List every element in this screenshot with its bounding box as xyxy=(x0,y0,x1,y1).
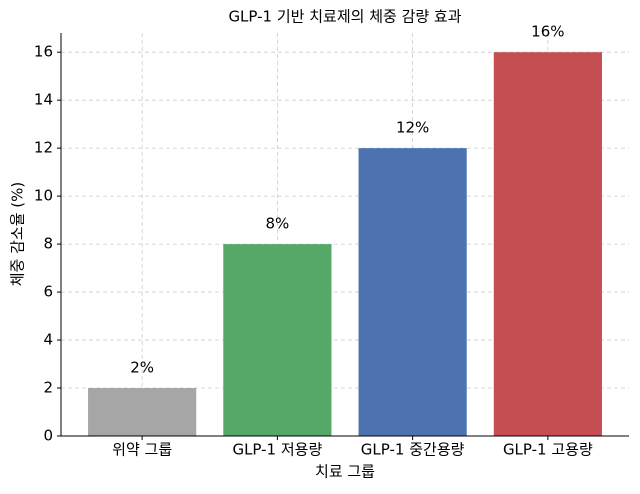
y-axis-label: 체중 감소율 (%) xyxy=(9,182,27,287)
bar xyxy=(88,388,197,436)
x-tick-label: GLP-1 고용량 xyxy=(503,441,593,459)
y-tick-label: 12 xyxy=(34,139,53,157)
x-tick-label: GLP-1 중간용량 xyxy=(361,441,465,459)
y-tick-label: 2 xyxy=(43,379,53,397)
chart-title: GLP-1 기반 치료제의 체중 감량 효과 xyxy=(228,8,461,26)
x-tick-label: GLP-1 저용량 xyxy=(232,441,322,459)
value-label: 8% xyxy=(265,215,289,233)
bar xyxy=(223,244,332,436)
bar xyxy=(493,52,602,436)
y-tick-label: 6 xyxy=(43,283,53,301)
y-tick-label: 4 xyxy=(43,331,53,349)
y-tick-label: 16 xyxy=(34,43,53,61)
y-tick-label: 10 xyxy=(34,187,53,205)
y-tick-label: 8 xyxy=(43,235,53,253)
y-tick-label: 14 xyxy=(34,91,53,109)
y-tick-label: 0 xyxy=(43,427,53,445)
x-tick-label: 위약 그룹 xyxy=(112,441,172,459)
x-axis-label: 치료 그룹 xyxy=(315,463,375,481)
value-label: 12% xyxy=(396,119,429,137)
value-label: 2% xyxy=(130,359,154,377)
value-label: 16% xyxy=(531,23,564,41)
bar xyxy=(358,148,467,436)
